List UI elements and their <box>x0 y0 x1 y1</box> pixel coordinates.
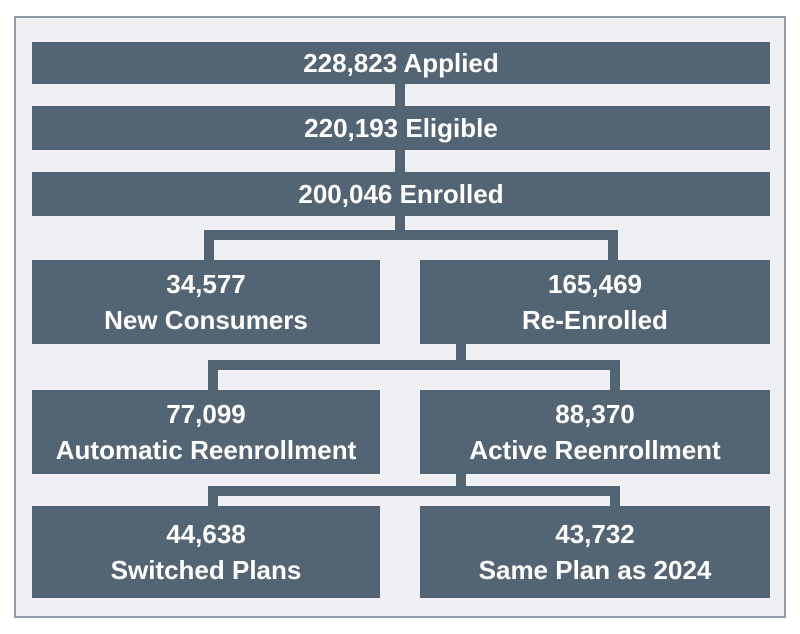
automatic-reenrollment-box: 77,099 Automatic Reenrollment <box>32 390 380 474</box>
automatic-reenrollment-value: 77,099 <box>166 399 246 429</box>
active-reenrollment-box: 88,370 Active Reenrollment <box>420 390 770 474</box>
connector-active-left <box>208 486 218 508</box>
connector-active-right <box>610 486 620 508</box>
re-enrolled-label: Re-Enrolled <box>522 305 668 335</box>
connector-active-stem <box>456 470 466 492</box>
re-enrolled-value: 165,469 <box>548 269 642 299</box>
new-consumers-box: 34,577 New Consumers <box>32 260 380 344</box>
connector-reenrolled-bar <box>208 360 620 370</box>
connector-enrolled-right <box>608 230 618 262</box>
automatic-reenrollment-label: Automatic Reenrollment <box>55 435 357 465</box>
new-consumers-value: 34,577 <box>166 269 246 299</box>
enrolled-label: 200,046 Enrolled <box>298 178 504 209</box>
same-plan-label: Same Plan as 2024 <box>478 555 712 585</box>
active-reenrollment-label: Active Reenrollment <box>469 435 721 465</box>
switched-plans-value: 44,638 <box>166 519 246 549</box>
connector-reenrolled-left <box>208 360 218 392</box>
new-consumers-label: New Consumers <box>104 305 308 335</box>
re-enrolled-box: 165,469 Re-Enrolled <box>420 260 770 344</box>
applied-label: 228,823 Applied <box>303 47 499 78</box>
connector-reenrolled-stem <box>456 342 466 364</box>
connector-enrolled-left <box>204 230 214 262</box>
eligible-box: 220,193 Eligible <box>32 106 770 150</box>
connector-reenrolled-right <box>610 360 620 392</box>
connector-active-bar <box>208 486 620 496</box>
connector-enrolled-bar <box>204 230 618 240</box>
same-plan-box: 43,732 Same Plan as 2024 <box>420 506 770 598</box>
connector-enrolled-stem <box>395 214 405 234</box>
connector-eligible-enrolled <box>395 148 405 174</box>
switched-plans-label: Switched Plans <box>110 555 302 585</box>
applied-box: 228,823 Applied <box>32 42 770 84</box>
connector-applied-eligible <box>395 82 405 108</box>
switched-plans-box: 44,638 Switched Plans <box>32 506 380 598</box>
active-reenrollment-value: 88,370 <box>555 399 635 429</box>
same-plan-value: 43,732 <box>555 519 635 549</box>
enrolled-box: 200,046 Enrolled <box>32 172 770 216</box>
eligible-label: 220,193 Eligible <box>304 112 498 143</box>
